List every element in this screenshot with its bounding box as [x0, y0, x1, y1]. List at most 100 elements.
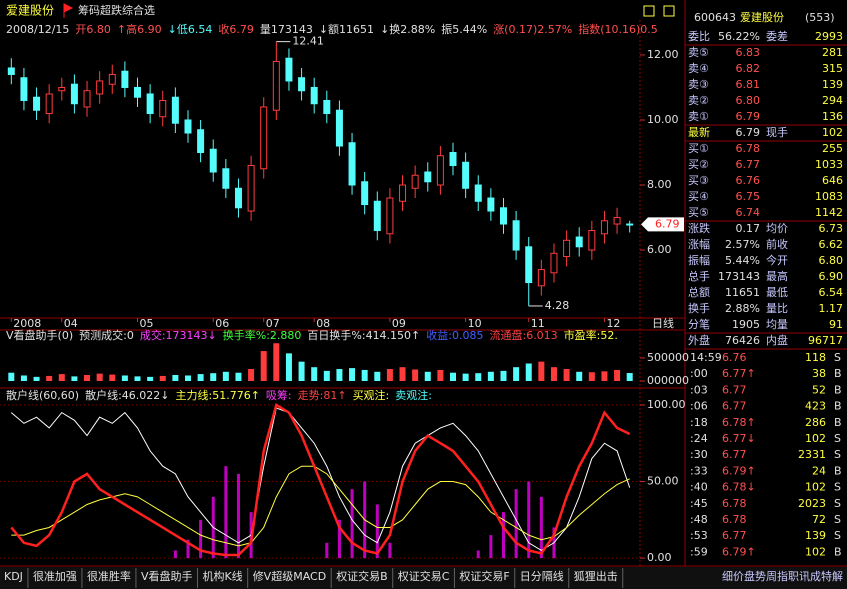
low-label: 4.28	[545, 299, 570, 312]
candle-body	[260, 106, 268, 170]
indicator-header-item: 散户线:46.022↓	[85, 388, 169, 402]
y-tick-label: 50.00	[647, 475, 679, 488]
window-icon[interactable]	[663, 5, 675, 17]
quote-label: 买③	[688, 174, 709, 187]
candle-body	[108, 73, 116, 85]
tab[interactable]: 很准胜率	[87, 569, 131, 583]
volume-bar	[323, 370, 330, 381]
quote-label: 涨跌	[688, 221, 710, 235]
quote-value: 5.44%	[725, 254, 760, 267]
tick-price: 6.79↑	[722, 545, 756, 558]
candle-body	[33, 96, 41, 111]
tick-time: :59	[690, 545, 708, 558]
window-icon[interactable]	[643, 5, 655, 17]
tab-bar	[0, 567, 847, 589]
tab[interactable]: 机构K线	[202, 569, 242, 583]
quote-value: 56.22%	[718, 30, 760, 43]
volume-bar	[361, 369, 368, 381]
candle-body	[613, 217, 621, 225]
tick-time: 14:59	[690, 351, 722, 364]
tab[interactable]: V看盘助手	[141, 569, 193, 583]
flag-icon	[63, 3, 74, 18]
volume-bar	[475, 373, 482, 381]
volume-bar	[412, 369, 419, 381]
quote-volume: 646	[822, 174, 843, 187]
quote-value: 6.79	[736, 126, 761, 139]
volume-bar	[71, 376, 78, 381]
tick-side: S	[834, 497, 841, 510]
candle-body	[512, 220, 520, 251]
candle-body	[272, 60, 280, 111]
quote-label: 买⑤	[688, 206, 709, 219]
candle-body	[197, 129, 205, 154]
tick-side: S	[834, 351, 841, 364]
quote-value: 91	[829, 318, 843, 331]
tick-price: 6.77	[722, 383, 747, 396]
candle-body	[626, 223, 634, 226]
quote-value: 6.75	[736, 190, 761, 203]
volume-header-item: 收益:0.085	[426, 328, 483, 342]
tab[interactable]: 很准加强	[33, 569, 77, 583]
tick-side: B	[834, 545, 842, 558]
quote-volume: 139	[822, 78, 843, 91]
candle-body	[399, 184, 407, 202]
tab[interactable]: 权证交易C	[398, 569, 450, 583]
candle-body	[159, 99, 167, 118]
candle-body	[323, 99, 331, 114]
tick-price: 6.76	[722, 351, 747, 364]
accumulation-bar	[173, 550, 177, 559]
volume-header-item: V看盘助手(0)	[6, 328, 73, 342]
tick-volume: 52	[812, 383, 826, 396]
y-tick-label: 6.00	[647, 243, 672, 256]
volume-header-item: 市盈率:52.	[564, 328, 618, 342]
period-label[interactable]: 日线	[652, 316, 674, 330]
tick-volume: 118	[805, 351, 826, 364]
tab[interactable]: 权证交易B	[336, 569, 388, 583]
high-label: 12.41	[292, 35, 324, 48]
tick-price: 6.77	[722, 448, 747, 461]
quote-label: 今开	[766, 253, 788, 267]
quote-label: 最低	[766, 286, 788, 299]
x-tick-label: 09	[392, 317, 406, 330]
candle-body	[171, 96, 179, 124]
volume-bar	[487, 371, 494, 381]
tick-volume: 72	[812, 513, 826, 526]
quote-value: 76426	[725, 334, 760, 347]
candle-body	[361, 181, 369, 206]
quote-label: 均价	[766, 222, 788, 235]
tab[interactable]: KDJ	[4, 570, 23, 583]
accumulation-bar	[337, 519, 341, 559]
volume-bar	[626, 373, 633, 381]
quote-label: 外盘	[688, 333, 710, 347]
candle-body	[121, 70, 129, 88]
info-item: 振5.44%	[441, 22, 487, 36]
info-item: 涨(0.17)2.57%	[493, 23, 572, 36]
info-item: 量173143	[260, 23, 313, 36]
volume-bar	[500, 370, 507, 381]
y-tick-label: 100.00	[647, 398, 686, 411]
volume-bar	[424, 371, 431, 381]
quote-value: 6.90	[819, 270, 844, 283]
stock-name: 爱建股份	[740, 10, 784, 24]
tab[interactable]: 权证交易F	[459, 569, 509, 583]
info-item: 收6.79	[218, 22, 254, 36]
tab[interactable]: 日分隔线	[520, 569, 564, 583]
tab-right[interactable]: 细价盘势周指职讯成特解	[722, 569, 843, 583]
candle-body	[58, 86, 66, 92]
candle-body	[600, 220, 608, 235]
quote-value: 6.82	[736, 62, 761, 75]
tab[interactable]: 狐狸出击	[574, 569, 618, 583]
candle-body	[45, 93, 53, 114]
info-item: ↑高6.90	[117, 22, 162, 36]
x-tick-label: 10	[468, 317, 482, 330]
tab[interactable]: 修V超级MACD	[253, 569, 327, 583]
volume-bar	[525, 363, 532, 381]
quote-volume: 1083	[815, 190, 843, 203]
info-item: 2008/12/15	[6, 23, 69, 36]
candle-body	[474, 184, 482, 202]
volume-bar	[550, 367, 557, 381]
formula-name[interactable]: 筹码超跌综合选	[78, 3, 155, 17]
candle-body	[588, 230, 596, 251]
volume-header-item: 换手率%:2.880	[223, 328, 302, 342]
indicator-line	[11, 465, 630, 547]
